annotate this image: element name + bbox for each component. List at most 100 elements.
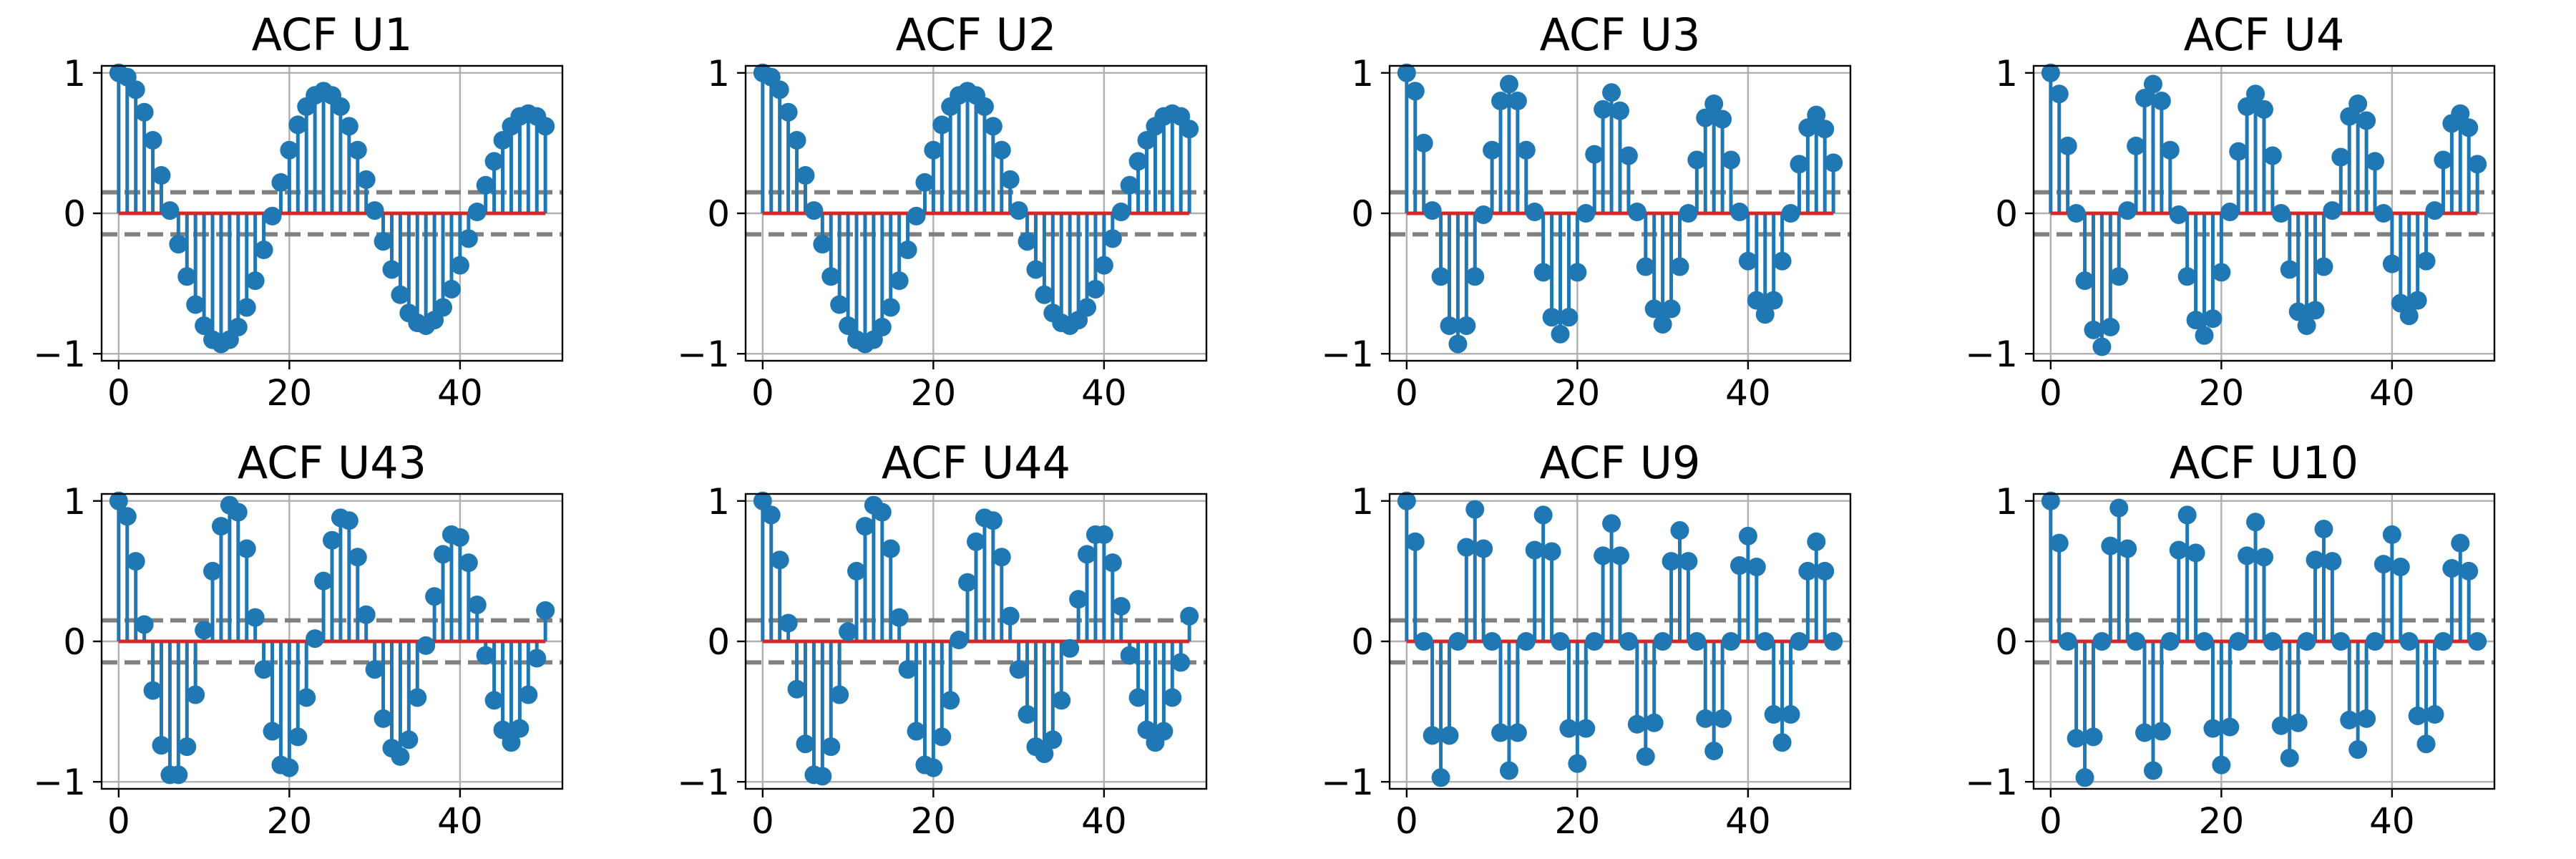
x-tick-label: 40 <box>437 800 483 842</box>
stem-marker <box>135 103 154 122</box>
stem-marker <box>1103 229 1122 248</box>
stem-marker <box>2238 546 2256 565</box>
stem-marker <box>1163 688 1181 707</box>
stem-marker <box>2459 562 2478 581</box>
x-tick-label: 40 <box>437 372 483 414</box>
stem-marker <box>1670 521 1689 540</box>
stem-marker <box>1465 267 1484 286</box>
stem-marker <box>1713 110 1732 129</box>
stem-marker <box>212 517 230 535</box>
stem-marker <box>1448 334 1467 353</box>
stem-marker <box>1687 150 1706 169</box>
stem-marker <box>2050 84 2069 103</box>
stem-marker <box>2409 707 2427 725</box>
stem-marker <box>186 296 205 314</box>
x-tick-label: 40 <box>1081 800 1127 842</box>
stem-marker <box>2187 543 2205 562</box>
stem-marker <box>2331 632 2350 651</box>
x-tick-label: 0 <box>2039 800 2062 842</box>
stem-marker <box>2118 201 2137 220</box>
stem-marker <box>821 737 840 756</box>
stem-marker <box>779 613 798 632</box>
stem-marker <box>779 103 798 122</box>
stem-marker <box>366 201 384 220</box>
stem-marker <box>2195 326 2214 345</box>
stem-marker <box>1662 552 1681 571</box>
stem-marker <box>399 730 418 749</box>
stem-marker <box>1180 120 1199 138</box>
stem-marker <box>468 203 487 221</box>
y-tick-label: 0 <box>1351 193 1374 235</box>
stem-marker <box>1722 150 1740 169</box>
stem-marker <box>992 141 1011 160</box>
stem-marker <box>1508 724 1527 742</box>
stem-marker <box>314 572 333 591</box>
stem-marker <box>169 765 187 784</box>
stem-marker <box>152 166 170 185</box>
y-tick-label: −1 <box>1965 762 2018 803</box>
stem-marker <box>408 688 426 707</box>
stem-marker <box>366 660 384 679</box>
stem-marker <box>804 201 823 220</box>
stem-marker <box>1730 203 1749 221</box>
stem-marker <box>975 97 994 116</box>
stem-marker <box>1440 726 1458 744</box>
stem-marker <box>2426 705 2444 724</box>
stem-marker <box>271 173 290 192</box>
x-tick-label: 0 <box>1395 800 1418 842</box>
stem-marker <box>1154 722 1173 741</box>
stem-marker <box>536 601 555 620</box>
stem-marker <box>788 131 806 150</box>
stem-marker <box>1010 660 1028 679</box>
stem-marker <box>1824 632 1843 651</box>
stem-marker <box>1619 632 1638 651</box>
stem-marker <box>2144 761 2162 780</box>
stem-marker <box>2468 155 2487 173</box>
stem-marker <box>2451 534 2469 553</box>
stem-marker <box>382 260 401 278</box>
stem-marker <box>1500 761 1518 780</box>
stem-marker <box>1568 263 1586 281</box>
stem-marker <box>1112 203 1131 221</box>
stem-marker <box>1739 252 1757 271</box>
stem-marker <box>2059 632 2077 651</box>
stem-marker <box>1483 141 1501 160</box>
stem-marker <box>255 241 273 259</box>
stem-marker <box>2314 520 2333 538</box>
stem-marker <box>2348 94 2367 113</box>
stem-marker <box>2220 203 2239 221</box>
stem-marker <box>2050 534 2069 553</box>
stem-marker <box>907 207 926 225</box>
stem-marker <box>2442 559 2461 578</box>
stem-marker <box>830 296 849 314</box>
acf-panel: 0 20 40−101ACF U10 <box>1965 437 2494 842</box>
stem-marker <box>1576 204 1595 223</box>
stem-marker <box>1611 102 1629 120</box>
stem-marker <box>924 759 942 777</box>
stem-marker <box>1517 141 1536 160</box>
stem-marker <box>416 636 435 655</box>
acf-panel: 0 20 40−101ACF U4 <box>1965 9 2494 414</box>
x-tick-label: 40 <box>1725 800 1771 842</box>
x-tick-label: 20 <box>267 372 313 414</box>
stem-marker <box>2366 632 2384 651</box>
stem-marker <box>1585 145 1604 164</box>
stem-marker <box>1121 646 1139 665</box>
stem-marker <box>2118 540 2137 558</box>
y-tick-label: −1 <box>1321 762 1374 803</box>
stem-marker <box>2434 632 2452 651</box>
stem-marker <box>788 680 806 699</box>
y-tick-label: 0 <box>1351 621 1374 663</box>
stem-marker <box>144 131 162 150</box>
stem-marker <box>434 545 452 563</box>
stem-marker <box>873 503 892 522</box>
stem-marker <box>1576 719 1595 738</box>
stem-marker <box>238 298 256 316</box>
stem-marker <box>1508 92 1527 110</box>
stem-marker <box>1534 505 1553 524</box>
panel-title: ACF U3 <box>1540 9 1701 61</box>
stem-marker <box>1457 538 1475 557</box>
stem-marker <box>2101 318 2119 336</box>
stem-marker <box>771 80 789 99</box>
stem-marker <box>1815 120 1834 138</box>
